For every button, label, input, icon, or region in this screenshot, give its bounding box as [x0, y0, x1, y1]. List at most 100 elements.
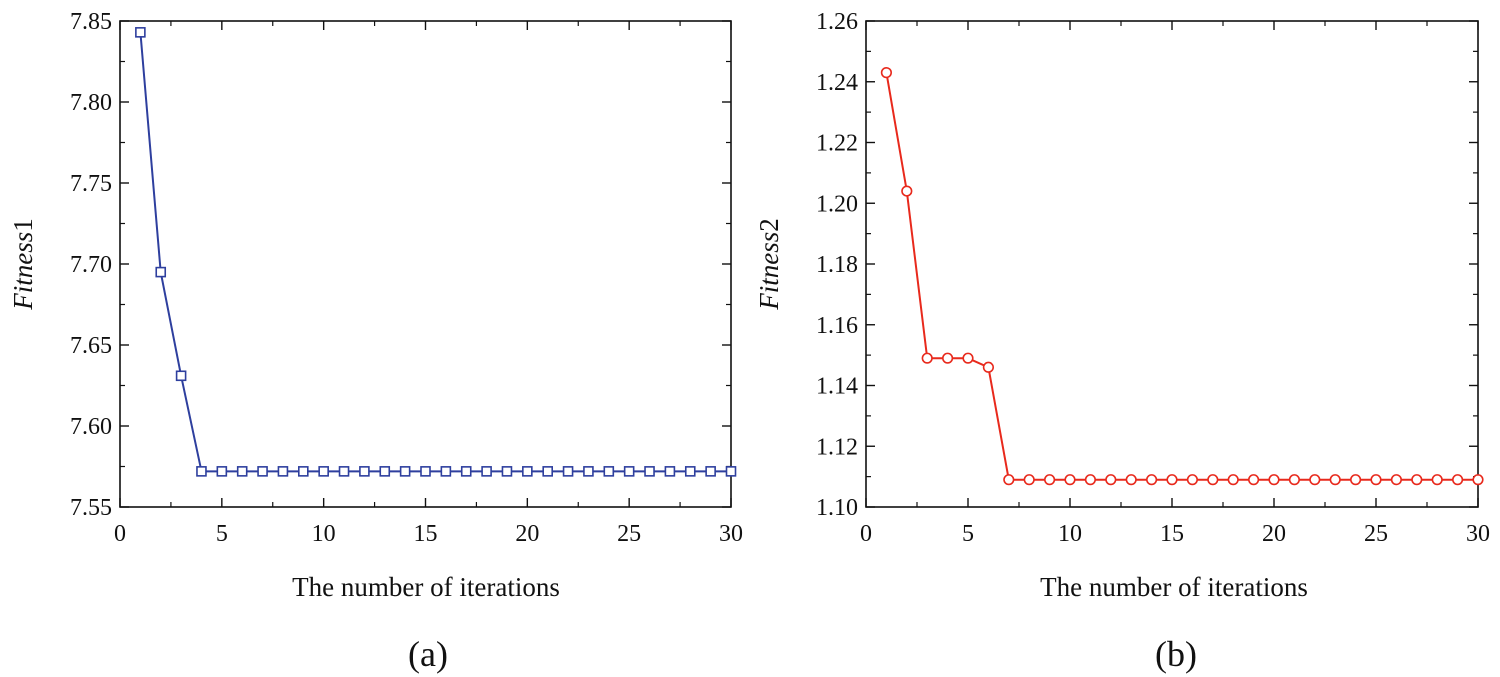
series-line — [139, 32, 731, 473]
y-tick-label: 7.75 — [70, 171, 112, 197]
plot-frame — [119, 20, 732, 508]
data-point — [1023, 474, 1035, 486]
data-point — [1268, 474, 1280, 486]
x-axis-title: The number of iterations — [1040, 572, 1308, 602]
data-point — [1003, 474, 1015, 486]
data-point — [277, 466, 289, 477]
data-point — [1105, 474, 1117, 486]
y-tick-label: 7.80 — [70, 90, 112, 116]
y-axis-title-italic: Fitness — [8, 232, 38, 311]
data-point — [359, 466, 370, 477]
data-point — [562, 466, 574, 477]
data-point — [962, 352, 974, 364]
data-point — [684, 466, 696, 477]
data-point — [338, 466, 350, 477]
y-tick-label: 1.24 — [816, 70, 858, 96]
data-point — [297, 466, 309, 477]
x-tick-label: 10 — [1058, 521, 1082, 547]
data-point — [623, 466, 635, 477]
y-tick-label: 1.20 — [816, 191, 858, 217]
panel-label: (b) — [1155, 634, 1197, 674]
data-point — [257, 466, 268, 477]
data-point — [1227, 474, 1239, 486]
data-point — [1349, 474, 1362, 486]
data-point — [379, 466, 391, 477]
data-point — [1472, 474, 1484, 486]
x-tick-label: 10 — [312, 521, 336, 547]
data-point — [901, 185, 913, 197]
x-tick-label: 15 — [1160, 521, 1184, 547]
data-point — [542, 466, 554, 477]
y-tick-label: 1.18 — [816, 252, 858, 278]
data-point — [1166, 474, 1178, 486]
x-axis-title: The number of iterations — [292, 572, 560, 602]
data-point — [1186, 474, 1198, 486]
x-tick-label: 30 — [719, 521, 743, 547]
data-point — [460, 466, 472, 477]
y-tick-label: 1.26 — [816, 9, 858, 35]
data-point — [1207, 474, 1219, 486]
data-point — [1329, 474, 1341, 486]
data-point — [522, 466, 533, 477]
y-tick-label: 1.16 — [816, 313, 858, 339]
data-point — [155, 266, 167, 278]
data-point — [399, 466, 411, 477]
data-point — [583, 466, 594, 477]
x-tick-label: 15 — [414, 521, 438, 547]
x-tick-label: 30 — [1466, 521, 1490, 547]
data-point — [216, 466, 228, 477]
data-point — [1084, 474, 1096, 486]
series-line — [885, 72, 1478, 481]
x-tick-label: 0 — [114, 521, 126, 547]
data-point — [501, 466, 513, 477]
data-point — [1043, 474, 1056, 486]
y-axis-title: Fitness1 — [8, 218, 38, 311]
y-axis-title-italic: Fitness — [754, 232, 784, 311]
data-point — [664, 466, 676, 477]
data-point — [725, 466, 737, 477]
data-point — [1064, 474, 1076, 486]
data-point — [440, 466, 452, 477]
y-tick-label: 1.12 — [816, 434, 858, 460]
y-tick-label: 7.85 — [70, 9, 112, 35]
data-point — [196, 466, 207, 477]
data-point — [1411, 474, 1423, 486]
y-tick-label: 1.10 — [816, 495, 858, 521]
data-point — [941, 352, 954, 364]
data-point — [921, 352, 933, 364]
data-point — [1309, 474, 1321, 486]
y-axis-title-index: 1 — [8, 218, 38, 232]
y-tick-label: 7.65 — [70, 333, 112, 359]
x-tick-label: 5 — [962, 521, 974, 547]
data-point — [705, 466, 716, 477]
data-point — [603, 466, 615, 477]
data-point — [1390, 474, 1402, 486]
x-tick-label: 5 — [216, 521, 228, 547]
x-tick-label: 20 — [1262, 521, 1286, 547]
data-point — [1247, 474, 1260, 486]
y-tick-label: 1.14 — [816, 374, 858, 400]
y-tick-label: 1.22 — [816, 131, 858, 157]
data-point — [318, 466, 329, 477]
y-axis-title: Fitness2 — [754, 218, 784, 311]
plot-frame — [865, 20, 1479, 508]
data-point — [1370, 474, 1382, 486]
data-point — [1451, 474, 1464, 486]
chart-panel-b: 0 5 10 15 20 25 30 1.10 1.12 1.14 1.16 1.18 1.20 1.22… — [754, 9, 1490, 674]
data-point — [1288, 474, 1300, 486]
y-axis-title-index: 2 — [754, 218, 784, 232]
y-tick-label: 7.60 — [70, 414, 112, 440]
data-point — [1125, 474, 1137, 486]
y-tick-label: 7.55 — [70, 495, 112, 521]
data-point — [880, 67, 893, 79]
data-point — [236, 466, 248, 477]
data-point — [1145, 474, 1158, 486]
data-point — [644, 466, 655, 477]
data-point — [175, 370, 187, 382]
data-point — [135, 27, 146, 38]
data-point — [481, 466, 492, 477]
data-point — [420, 466, 431, 477]
data-point — [982, 361, 995, 373]
panel-label: (a) — [408, 634, 448, 674]
